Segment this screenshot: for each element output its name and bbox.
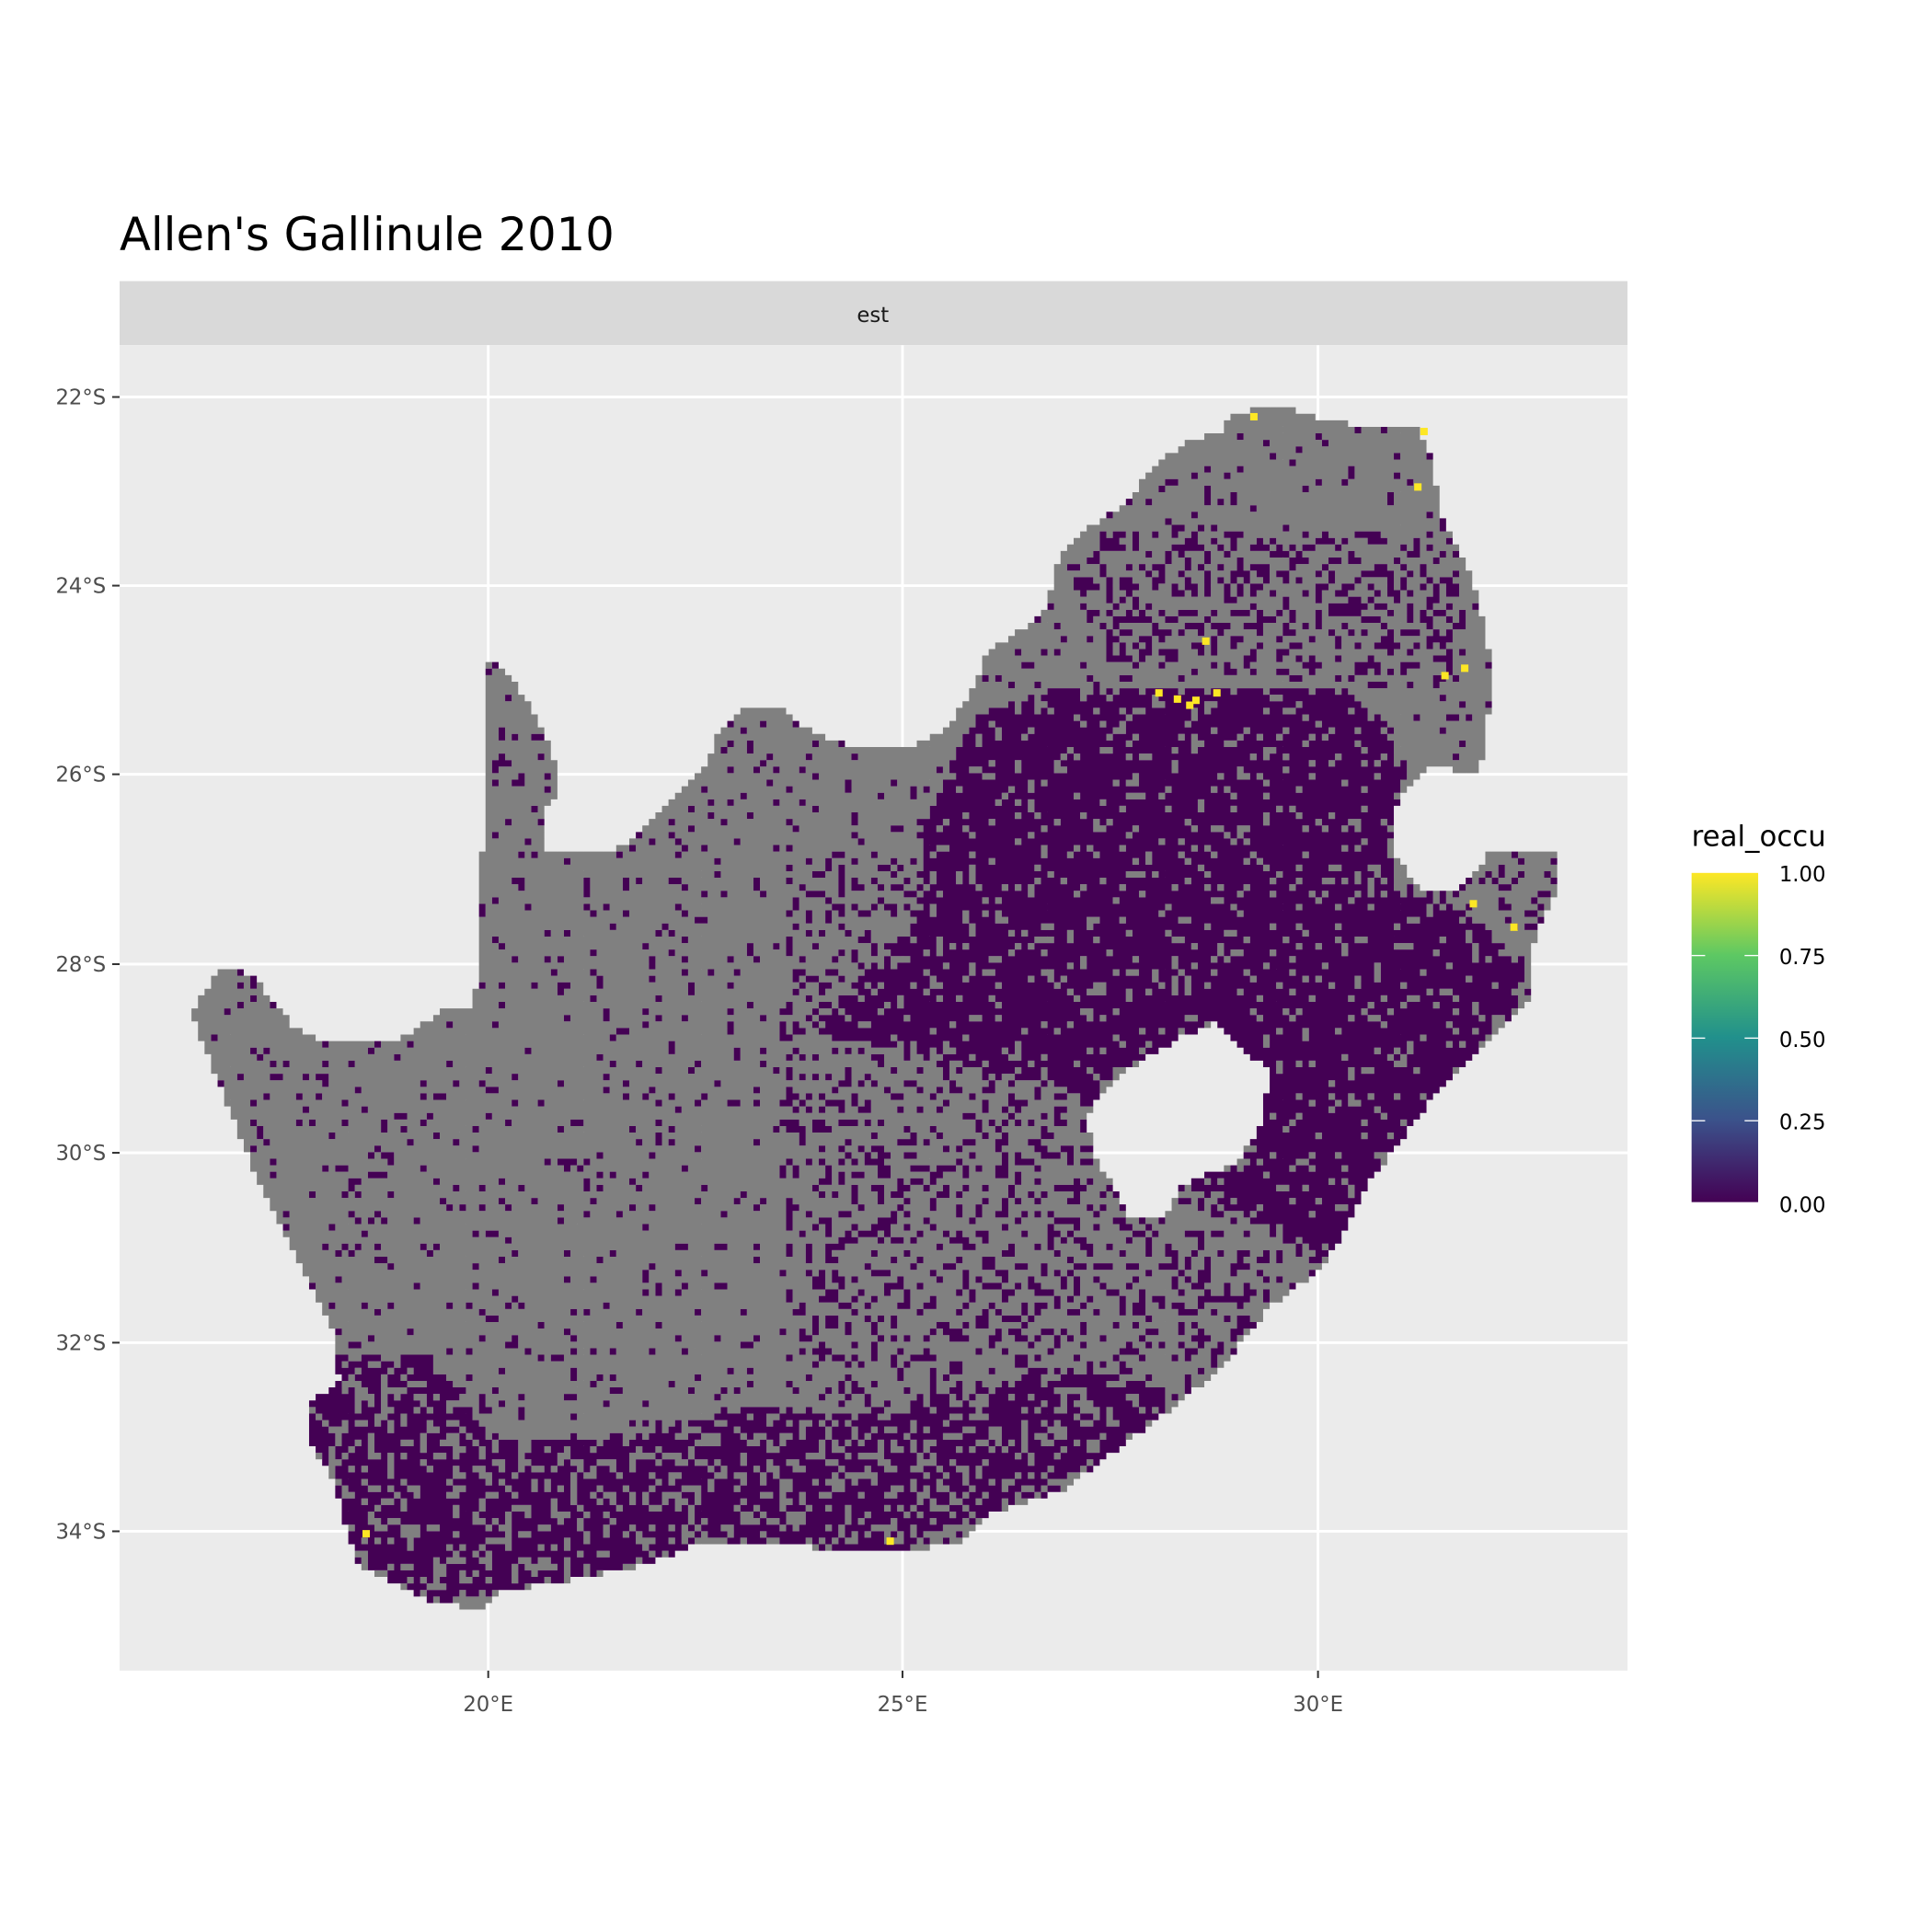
y-tick-label: 28°S xyxy=(55,953,106,977)
legend-label: 0.00 xyxy=(1779,1193,1826,1217)
x-tick-label: 25°E xyxy=(878,1693,928,1717)
occupancy-raster xyxy=(191,407,1558,1610)
legend-label: 1.00 xyxy=(1779,863,1826,887)
chart-title: Allen's Gallinule 2010 xyxy=(120,208,615,261)
high-occupancy-cell xyxy=(1173,695,1181,703)
high-occupancy-cell xyxy=(1441,672,1449,680)
high-occupancy-cell xyxy=(1414,483,1422,491)
legend: real_occu 1.00 0.75 0.50 0.25 0.00 xyxy=(1691,820,1826,1217)
high-occupancy-cell xyxy=(1249,412,1258,420)
y-tick-label: 22°S xyxy=(55,386,106,410)
facet-label: est xyxy=(857,304,889,328)
x-tick-label: 20°E xyxy=(463,1693,513,1717)
high-occupancy-cell xyxy=(1202,637,1210,645)
high-occupancy-cell xyxy=(1420,428,1428,436)
high-occupancy-cell xyxy=(886,1537,894,1546)
axes: 20°E 25°E 30°E 22°S 24°S 26°S 28°S 30°S 32°S 34°S xyxy=(55,386,1343,1718)
high-occupancy-cell xyxy=(1191,696,1200,705)
high-occupancy-cell xyxy=(1155,689,1163,697)
y-tick-label: 32°S xyxy=(55,1331,106,1355)
high-occupancy-cell xyxy=(1186,701,1194,709)
high-occupancy-cell xyxy=(1213,689,1221,697)
legend-label: 0.50 xyxy=(1779,1029,1826,1052)
legend-label: 0.75 xyxy=(1779,946,1826,970)
y-tick-label: 30°S xyxy=(55,1142,106,1166)
legend-title: real_occu xyxy=(1692,820,1826,853)
x-tick-label: 30°E xyxy=(1293,1693,1343,1717)
high-occupancy-cell xyxy=(1469,900,1478,908)
high-occupancy-cell xyxy=(362,1530,371,1538)
low-occupancy-cells xyxy=(211,426,1558,1604)
y-tick-label: 24°S xyxy=(55,575,106,599)
y-tick-label: 26°S xyxy=(55,764,106,788)
facet-strip xyxy=(119,281,1627,346)
high-occupancy-cell xyxy=(1510,923,1518,931)
high-occupancy-cell xyxy=(1461,664,1469,673)
y-tick-label: 34°S xyxy=(55,1520,106,1544)
legend-label: 0.25 xyxy=(1779,1111,1826,1135)
